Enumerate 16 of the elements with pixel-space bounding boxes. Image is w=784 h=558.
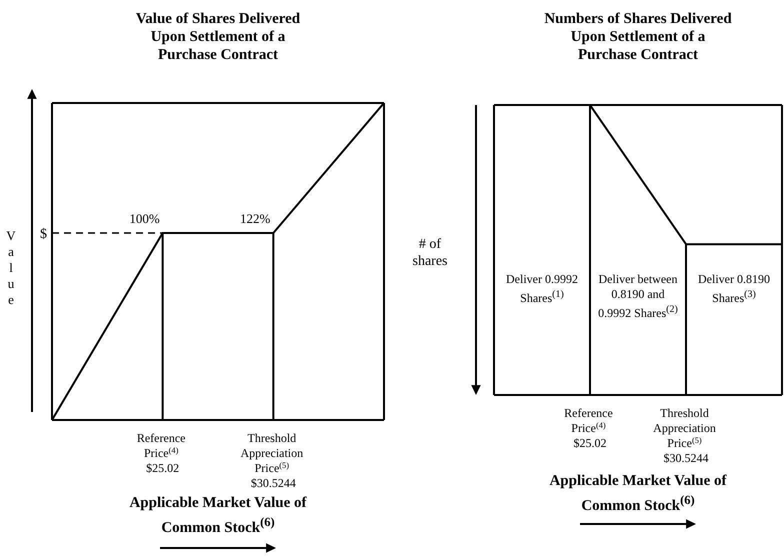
x-tick-label: Reference Price$^{(4)}$ $25.02 [564, 406, 616, 450]
chart-title: Numbers of Shares Delivered Upon Settlement of a Purchase Contract [543, 10, 733, 64]
y-axis-title: # of shares [412, 236, 448, 270]
annotation: Deliver between 0.8190 and 0.9992 Shares$^{(2)}$ [598, 272, 678, 321]
x-axis-title: Applicable Market Value of Common Stock$^{(6)}$ [548, 472, 728, 516]
x-tick-label: Reference Price$^{(4)}$ $25.02 [136, 431, 188, 475]
annotation: Deliver 0.9992 Shares$^{(1)}$ [505, 272, 579, 306]
x-tick-label: Threshold Appreciation Price$^{(5)}$ $30.5244 [240, 431, 306, 490]
annotation: 100% [129, 210, 160, 226]
ref-line-label: $ [40, 226, 47, 242]
x-tick-label: Threshold Appreciation Price$^{(5)}$ $30.5244 [653, 406, 719, 465]
chart-title: Value of Shares Delivered Upon Settlement of a Purchase Contract [134, 10, 302, 64]
x-axis-title: Applicable Market Value of Common Stock$^{(6)}$ [128, 494, 308, 538]
annotation: 122% [240, 210, 270, 226]
y-axis-title: Value [5, 228, 17, 308]
annotation: Deliver 0.8190 Shares$^{(3)}$ [697, 272, 771, 306]
